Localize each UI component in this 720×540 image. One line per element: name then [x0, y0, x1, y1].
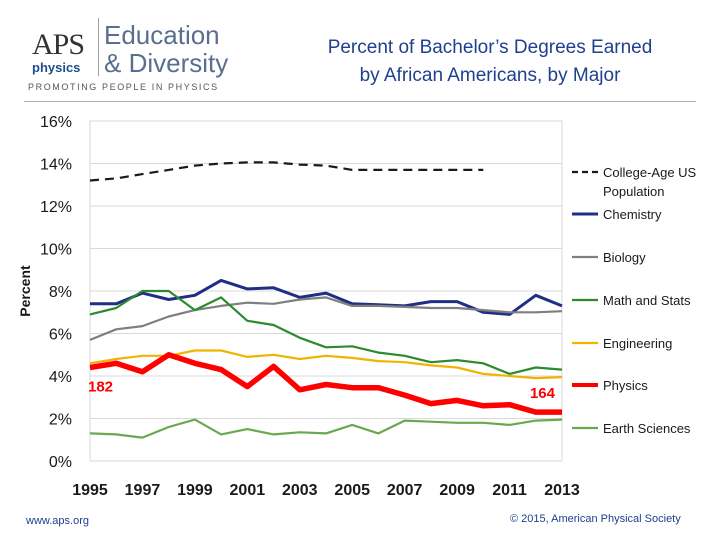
- y-tick-label: 6%: [49, 327, 72, 344]
- legend-label: College-Age US: [603, 165, 697, 180]
- logo-tagline: PROMOTING PEOPLE IN PHYSICS: [28, 82, 219, 92]
- footer-copyright: © 2015, American Physical Society: [510, 513, 681, 525]
- x-tick-label: 2001: [230, 482, 266, 499]
- chart-title-line1: Percent of Bachelor’s Degrees Earned: [327, 37, 653, 58]
- logo-aps-text: APS: [32, 28, 85, 61]
- logo-divider: [98, 18, 99, 76]
- series-line-chemistry: [90, 278, 563, 316]
- x-tick-label: 1997: [125, 482, 161, 499]
- y-tick-label: 16%: [40, 114, 72, 131]
- logo-physics-text: physics: [32, 60, 81, 75]
- x-tick-label: 2013: [544, 482, 580, 499]
- legend-label: Engineering: [603, 336, 672, 351]
- legend-label: Population: [603, 184, 664, 199]
- logo-education-text: Education: [104, 20, 220, 50]
- y-tick-label: 8%: [49, 284, 72, 301]
- x-tick-label: 2011: [492, 482, 527, 499]
- series-line-earth-sciences: [89, 418, 563, 439]
- chart-title: Percent of Bachelor’s Degrees Earned by …: [270, 34, 710, 90]
- x-tick-label: 2009: [439, 482, 475, 499]
- x-tick-label: 1999: [177, 482, 213, 499]
- legend-label: Physics: [603, 378, 648, 393]
- x-tick-label: 2003: [282, 482, 318, 499]
- legend-label: Chemistry: [603, 207, 662, 222]
- annotation-end-count: 164: [530, 385, 556, 402]
- series-line-math-and-stats: [89, 289, 563, 375]
- legend-label: Math and Stats: [603, 293, 691, 308]
- legend-label: Earth Sciences: [603, 421, 691, 436]
- aps-logo: APS physics Education & Diversity PROMOT…: [24, 14, 234, 92]
- y-tick-label: 12%: [40, 199, 72, 216]
- y-tick-label: 2%: [49, 412, 72, 429]
- series-line-biology: [89, 296, 563, 341]
- footer-url[interactable]: www.aps.org: [26, 515, 89, 527]
- y-tick-label: 10%: [40, 242, 72, 259]
- x-tick-label: 1995: [72, 482, 108, 499]
- logo-diversity-text: & Diversity: [104, 48, 229, 78]
- series-line-physics: [89, 352, 562, 415]
- chart-title-line2: by African Americans, by Major: [359, 65, 621, 86]
- y-tick-label: 14%: [40, 157, 72, 174]
- x-tick-label: 2007: [387, 482, 423, 499]
- series-line-college-age-us-population: [89, 161, 484, 182]
- y-tick-label: 0%: [49, 454, 72, 471]
- x-tick-label: 2005: [334, 482, 370, 499]
- series-line-engineering: [89, 349, 563, 380]
- y-axis-label: Percent: [17, 265, 33, 317]
- legend-label: Biology: [603, 250, 646, 265]
- annotation-start-count: 182: [88, 379, 113, 396]
- title-divider: [24, 101, 696, 102]
- y-tick-label: 4%: [49, 369, 72, 386]
